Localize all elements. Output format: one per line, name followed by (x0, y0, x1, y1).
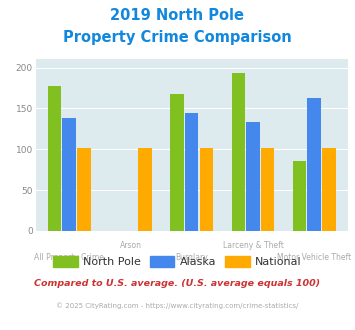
Legend: North Pole, Alaska, National: North Pole, Alaska, National (49, 251, 306, 271)
Bar (307, 98, 321, 231)
Text: All Property Crime: All Property Crime (34, 253, 104, 262)
Bar (261, 148, 274, 231)
Text: Larceny & Theft: Larceny & Theft (223, 241, 283, 250)
Text: 2019 North Pole: 2019 North Pole (110, 8, 245, 23)
Bar (48, 85, 61, 231)
Text: © 2025 CityRating.com - https://www.cityrating.com/crime-statistics/: © 2025 CityRating.com - https://www.city… (56, 302, 299, 309)
Bar (77, 148, 91, 231)
Text: Motor Vehicle Theft: Motor Vehicle Theft (277, 253, 351, 262)
Text: Property Crime Comparison: Property Crime Comparison (63, 30, 292, 45)
Bar (231, 73, 245, 231)
Text: Arson: Arson (119, 241, 141, 250)
Bar (185, 113, 198, 231)
Bar (246, 122, 260, 231)
Bar (200, 148, 213, 231)
Bar (62, 118, 76, 231)
Bar (322, 148, 335, 231)
Text: Compared to U.S. average. (U.S. average equals 100): Compared to U.S. average. (U.S. average … (34, 279, 321, 288)
Bar (138, 148, 152, 231)
Text: Burglary: Burglary (175, 253, 208, 262)
Bar (170, 94, 184, 231)
Bar (293, 161, 306, 231)
